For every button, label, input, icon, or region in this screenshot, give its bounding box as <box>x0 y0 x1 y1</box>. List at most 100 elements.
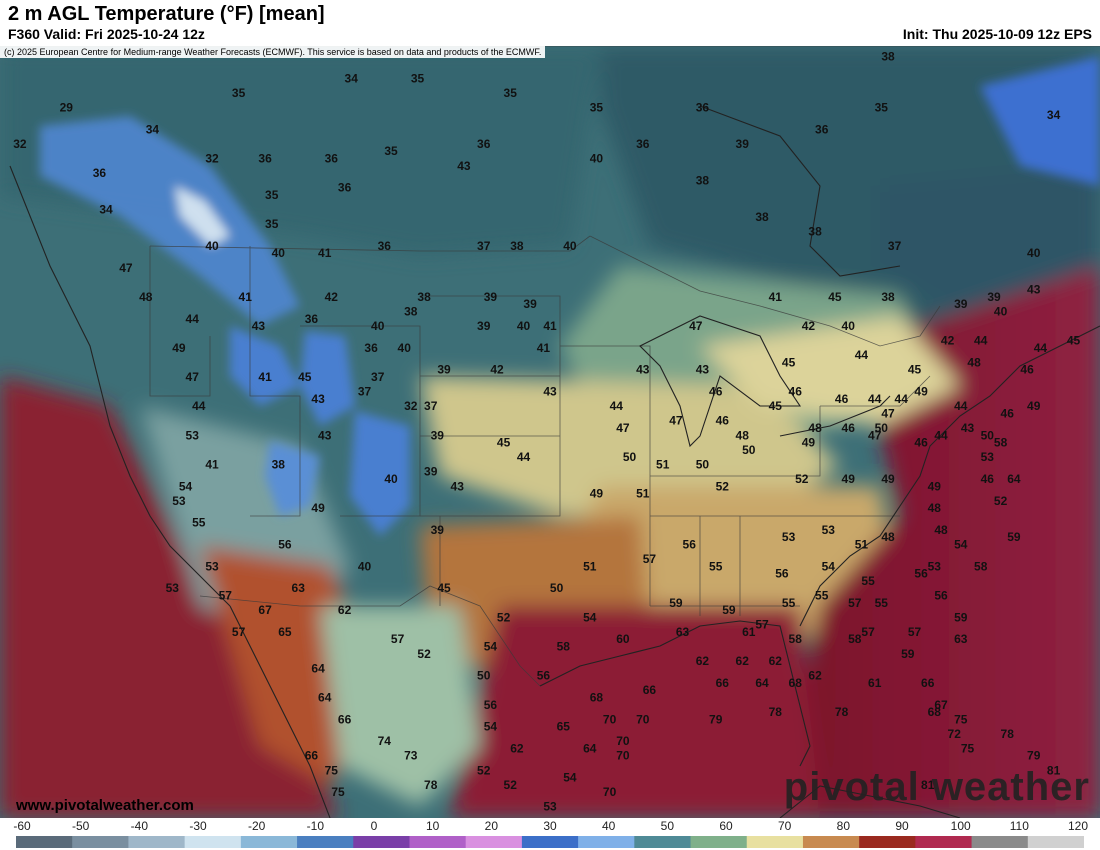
legend-tick-label: 10 <box>425 819 440 833</box>
legend-tick-label: 40 <box>601 819 616 833</box>
temperature-value: 38 <box>755 210 769 224</box>
temperature-value: 73 <box>404 749 418 763</box>
temperature-value: 64 <box>755 676 769 690</box>
temperature-value: 62 <box>696 654 710 668</box>
temperature-value: 45 <box>782 356 796 370</box>
cuba-outline <box>779 785 961 818</box>
temperature-value: 43 <box>451 479 465 493</box>
plains-divisions <box>420 375 560 606</box>
temperature-value: 29 <box>60 101 74 115</box>
temperature-map[interactable]: 29 32 34 35 34 35 35 35 36 38 36 32 36 36 35 36 40 36 39 36… <box>0 46 1100 818</box>
legend-swatch <box>297 836 354 848</box>
temperature-value: 38 <box>272 457 286 471</box>
temperature-value: 63 <box>676 625 690 639</box>
temperature-value: 54 <box>954 538 968 552</box>
legend-swatch <box>521 836 579 848</box>
temperature-value: 39 <box>954 297 968 311</box>
temperature-value: 56 <box>775 567 789 581</box>
lake-erie-ontario <box>779 395 891 437</box>
temperature-value: 38 <box>510 239 524 253</box>
temperature-value: 59 <box>901 647 915 661</box>
legend-tick-label: 70 <box>777 819 792 833</box>
temperature-value: 50 <box>477 669 491 683</box>
map-header: 2 m AGL Temperature (°F) [mean] F360 Val… <box>0 0 1100 46</box>
temperature-value: 42 <box>802 319 816 333</box>
temperature-value: 36 <box>696 101 710 115</box>
ohio-valley-mild <box>700 316 960 426</box>
temperature-value: 35 <box>232 86 246 100</box>
temperature-value: 43 <box>457 159 471 173</box>
temperature-value: 50 <box>696 457 710 471</box>
temperature-value: 57 <box>861 625 875 639</box>
temperature-value: 67 <box>934 698 948 712</box>
boundaries <box>0 46 1100 687</box>
temperature-value: 60 <box>616 632 630 646</box>
temperature-value: 55 <box>709 559 723 573</box>
temperature-value: 49 <box>311 501 325 515</box>
temperature-value: 34 <box>1047 108 1061 122</box>
temperature-value: 75 <box>325 763 339 777</box>
temperature-value: 78 <box>1001 727 1015 741</box>
temperature-value: 53 <box>186 428 200 442</box>
temperature-value: 50 <box>875 421 889 435</box>
legend-swatch <box>16 836 73 848</box>
temperature-value: 56 <box>537 669 551 683</box>
temperature-value: 64 <box>583 742 597 756</box>
temperature-value: 41 <box>318 246 332 260</box>
temperature-value: 55 <box>192 516 206 530</box>
baja-coast <box>229 605 331 818</box>
temperature-value: 57 <box>848 596 862 610</box>
legend-tick-label: 50 <box>660 819 675 833</box>
legend-swatch <box>578 836 635 848</box>
temperature-value: 40 <box>384 472 398 486</box>
legend-swatch <box>859 836 916 848</box>
temperature-value: 38 <box>404 305 418 319</box>
temperature-value: 54 <box>563 771 577 785</box>
temperature-value: 78 <box>424 778 438 792</box>
temperature-value: 59 <box>669 596 683 610</box>
labrador-cold-pocket <box>980 56 1100 186</box>
cold-pockets <box>40 56 1100 536</box>
site-url[interactable]: www.pivotalweather.com <box>16 797 194 814</box>
temperature-value: 58 <box>994 436 1008 450</box>
legend-swatch <box>746 836 804 848</box>
temperature-value: 35 <box>384 144 398 158</box>
legend-tick-label: 60 <box>719 819 733 833</box>
temperature-value: 61 <box>868 676 882 690</box>
temperature-value: 39 <box>523 297 537 311</box>
temperature-value: 79 <box>1027 749 1041 763</box>
legend-swatch <box>802 836 860 848</box>
temperature-value: 40 <box>842 319 856 333</box>
temperature-value: 35 <box>265 188 279 202</box>
temperature-value: 78 <box>769 705 783 719</box>
legend-swatch <box>409 836 467 848</box>
temperature-value: 36 <box>815 122 829 136</box>
temperature-value: 55 <box>875 596 889 610</box>
temperature-value: 45 <box>437 581 451 595</box>
temperature-value: 70 <box>616 734 630 748</box>
temperature-value: 72 <box>948 727 962 741</box>
temperature-value: 40 <box>398 341 412 355</box>
temperature-value: 81 <box>1047 763 1061 777</box>
temperature-value: 46 <box>1001 406 1015 420</box>
legend-swatch <box>971 836 1029 848</box>
temperature-value: 43 <box>318 428 332 442</box>
temperature-value: 55 <box>782 596 796 610</box>
temperature-value: 37 <box>371 370 385 384</box>
temperature-value: 35 <box>411 71 425 85</box>
temperature-value: 54 <box>583 610 597 624</box>
temperature-value: 75 <box>954 712 968 726</box>
temperature-value: 52 <box>994 494 1008 508</box>
temperature-value: 62 <box>736 654 750 668</box>
legend-tick-label: 110 <box>1009 819 1029 833</box>
temperature-value: 52 <box>477 763 491 777</box>
temperature-value: 53 <box>981 450 995 464</box>
temperature-value: 47 <box>119 261 133 275</box>
hudson-bay-coast <box>699 105 901 277</box>
temperature-value: 63 <box>292 581 306 595</box>
temperature-value: 38 <box>696 173 710 187</box>
temperature-value: 52 <box>795 472 809 486</box>
temperature-value: 42 <box>325 290 339 304</box>
temperature-value: 47 <box>669 414 683 428</box>
temperature-value: 50 <box>550 581 564 595</box>
